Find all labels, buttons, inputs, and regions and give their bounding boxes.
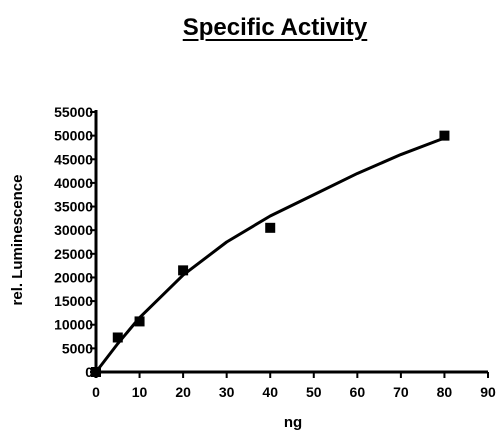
y-tick-label: 15000 <box>54 293 93 309</box>
y-tick-label: 35000 <box>54 199 93 215</box>
y-tick-label: 0 <box>85 364 93 380</box>
y-tick-label: 25000 <box>54 246 93 262</box>
x-tick-label: 60 <box>350 384 366 400</box>
data-points-layer <box>91 130 450 377</box>
y-tick-label: 45000 <box>54 151 93 167</box>
x-tick-label: 20 <box>175 384 191 400</box>
x-tick-label: 70 <box>393 384 409 400</box>
fit-curve-layer <box>94 136 445 373</box>
y-tick-label: 55000 <box>54 104 93 120</box>
y-tick-label: 5000 <box>62 340 93 356</box>
y-tick-label: 20000 <box>54 269 93 285</box>
x-axis-title: ng <box>284 414 302 431</box>
x-axis-ticks: 0 10 20 30 40 50 60 70 80 90 <box>92 372 496 400</box>
y-tick-label: 10000 <box>54 317 93 333</box>
data-point <box>439 130 450 141</box>
x-tick-label: 50 <box>306 384 322 400</box>
y-tick-label: 40000 <box>54 175 93 191</box>
y-axis-ticks: 0 5000 10000 15000 20000 25000 30000 35000 40000… <box>54 104 96 380</box>
y-axis-title: rel. Luminescence <box>9 175 26 306</box>
y-tick-label: 30000 <box>54 222 93 238</box>
data-point <box>91 367 101 377</box>
x-tick-label: 30 <box>219 384 235 400</box>
fit-curve <box>94 136 445 373</box>
data-point <box>178 265 189 276</box>
x-tick-label: 0 <box>92 384 100 400</box>
x-tick-label: 80 <box>437 384 453 400</box>
x-tick-label: 40 <box>262 384 278 400</box>
x-tick-label: 90 <box>480 384 496 400</box>
chart-title: Specific Activity <box>182 14 368 41</box>
y-tick-label: 50000 <box>54 128 93 144</box>
data-point <box>265 222 276 233</box>
x-tick-label: 10 <box>132 384 148 400</box>
data-point <box>134 316 145 327</box>
data-point <box>112 332 123 343</box>
